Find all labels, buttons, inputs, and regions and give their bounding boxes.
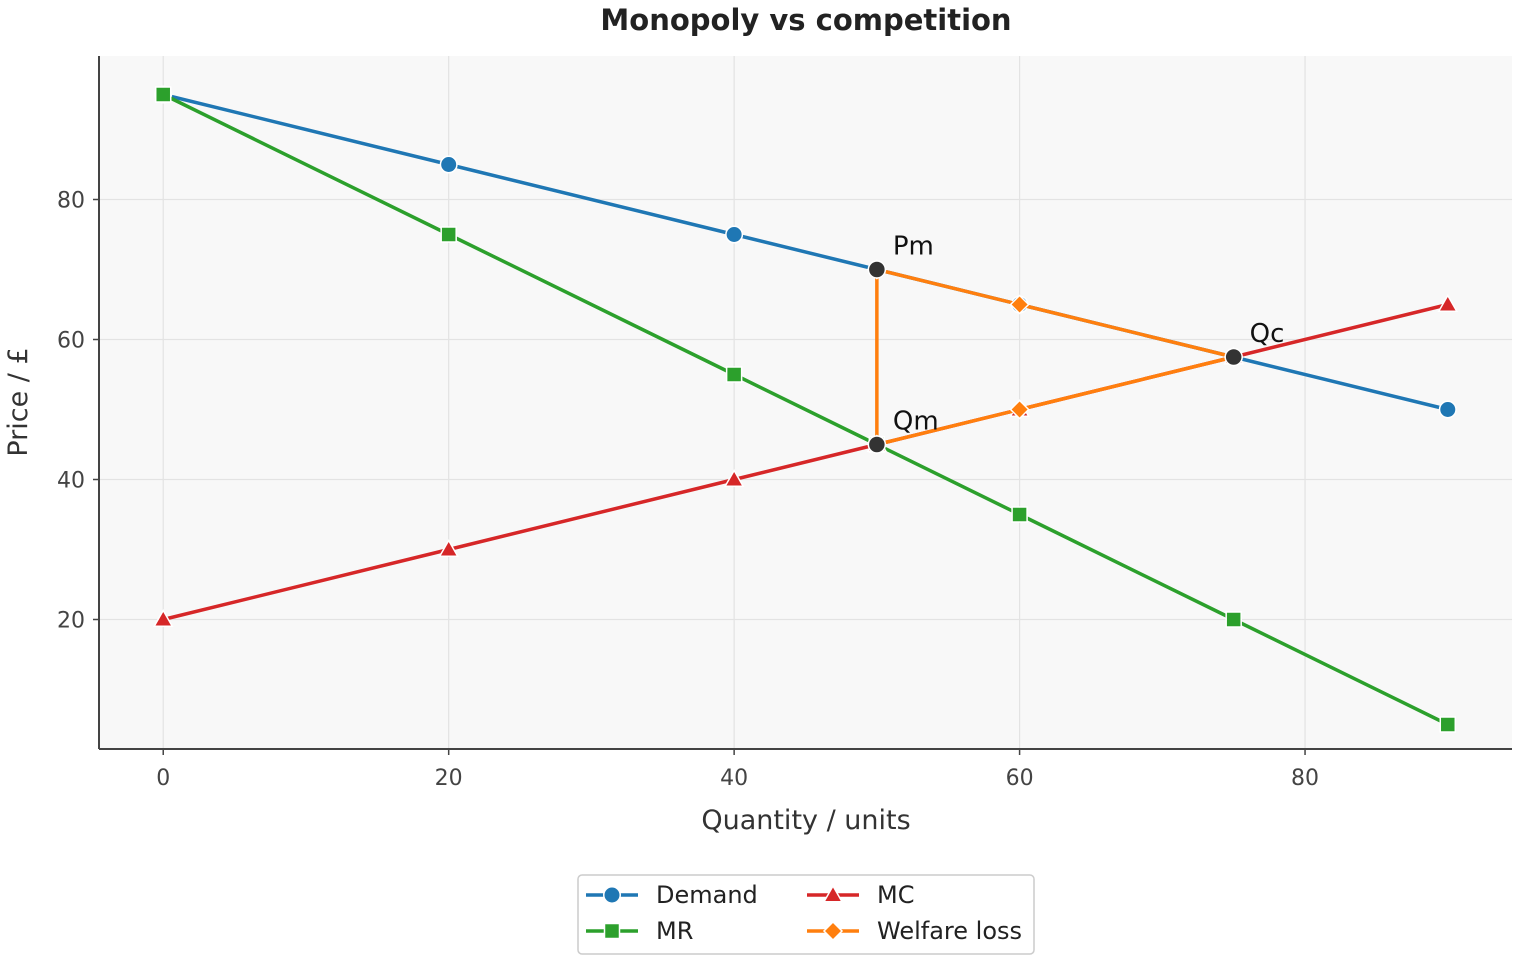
highlight-point	[867, 435, 887, 454]
ticks: 0 20 40 60 80 20 40 60 80	[57, 189, 1319, 792]
mc-point	[1437, 293, 1459, 312]
x-tick-label: 60	[1006, 766, 1034, 791]
annotation-qc: Qc	[1250, 319, 1285, 349]
welfare-loss-point	[1009, 294, 1030, 315]
highlight-point	[867, 260, 887, 279]
annotation-qm: Qm	[893, 407, 939, 437]
y-axis-label: Price / £	[3, 347, 34, 456]
x-tick-label: 20	[435, 766, 463, 791]
demand-point	[1438, 400, 1457, 419]
legend-swatch-marker	[822, 920, 844, 942]
y-tick-label: 40	[57, 469, 85, 494]
legend-label-mr: MR	[656, 917, 693, 945]
legend: Demand MR MC Welfare loss	[577, 874, 1035, 955]
highlight-layer: Pm Qm Qc	[867, 232, 1285, 454]
plot-background	[99, 56, 1512, 749]
annotation-pm: Pm	[893, 232, 934, 262]
legend-swatch-marker	[603, 922, 621, 940]
legend-label-welfare-loss: Welfare loss	[877, 917, 1022, 945]
y-tick-label: 60	[57, 329, 85, 354]
legend-swatch-marker	[603, 886, 621, 904]
demand-point	[725, 225, 744, 244]
legend-swatch-marker	[822, 884, 844, 903]
x-tick-label: 80	[1291, 766, 1319, 791]
x-axis-label: Quantity / units	[701, 805, 910, 836]
legend-item-welfare-loss: Welfare loss	[807, 917, 1022, 945]
y-tick-label: 20	[57, 609, 85, 634]
mc-point	[723, 468, 745, 487]
mc-point	[438, 538, 459, 557]
x-tick-label: 0	[156, 766, 170, 791]
mc-point	[152, 608, 174, 627]
mr-point	[725, 366, 743, 383]
legend-box	[577, 874, 1035, 955]
mr-point	[1439, 716, 1457, 733]
chart-title: Monopoly vs competition	[600, 3, 1011, 37]
demand-point	[439, 155, 458, 174]
mr-point	[154, 86, 172, 103]
x-tick-label: 40	[720, 766, 748, 791]
legend-item-mc: MC	[807, 881, 914, 909]
welfare-loss-line	[875, 267, 1236, 447]
axes	[98, 56, 1512, 750]
legend-label-mc: MC	[877, 881, 914, 909]
legend-label-demand: Demand	[656, 881, 758, 909]
mr-point	[1011, 506, 1028, 523]
y-tick-label: 80	[57, 189, 85, 214]
mr-point	[1225, 611, 1242, 628]
highlight-point	[1224, 347, 1243, 367]
welfare-loss-point	[1009, 399, 1030, 420]
legend-item-mr: MR	[586, 917, 693, 945]
mr-point	[440, 226, 457, 243]
legend-item-demand: Demand	[586, 881, 758, 909]
